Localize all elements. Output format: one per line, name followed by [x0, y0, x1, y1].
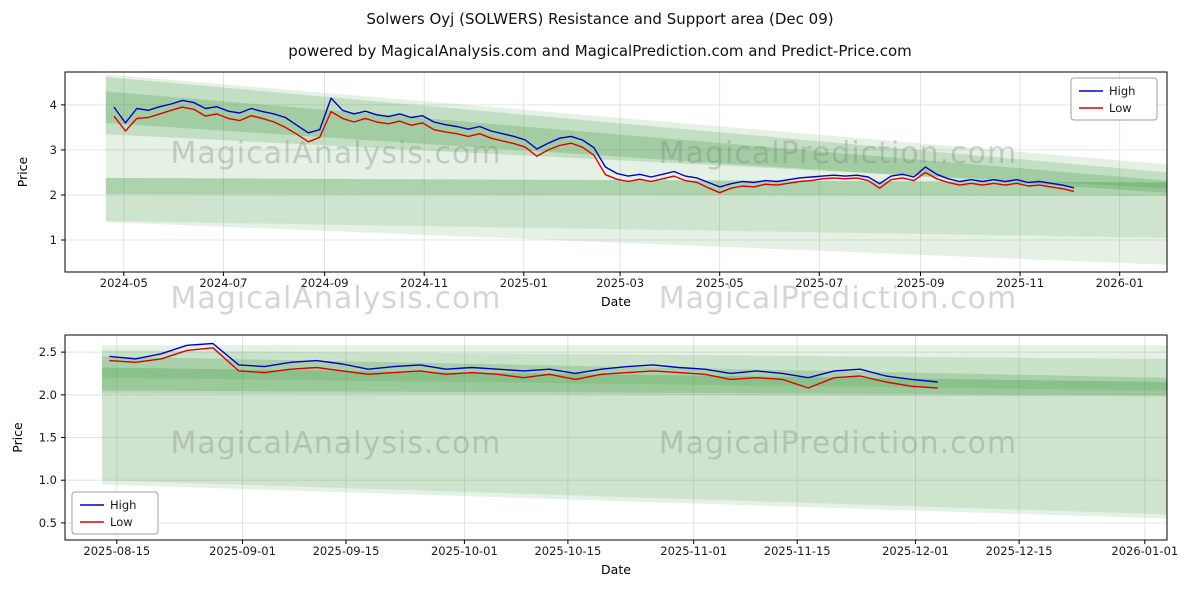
y-tick-label: 2.0	[39, 388, 57, 402]
y-axis-label: Price	[15, 156, 30, 187]
x-tick-label: 2025-11-15	[764, 544, 831, 558]
legend: High Low	[71, 491, 159, 535]
support-resistance-band	[105, 77, 1167, 189]
x-tick-label: 2025-11-01	[660, 544, 727, 558]
x-tick-label: 2025-05	[696, 276, 744, 290]
x-tick-label: 2026-01-01	[1111, 544, 1178, 558]
x-tick-label: 2025-10-01	[431, 544, 498, 558]
x-tick-label: 2025-01	[500, 276, 548, 290]
y-tick-label: 4	[50, 98, 57, 112]
support-resistance-band	[105, 91, 1167, 193]
legend-label: High	[1109, 84, 1135, 98]
x-tick-label: 2025-12-15	[986, 544, 1053, 558]
y-tick-label: 3	[50, 143, 57, 157]
x-tick-label: 2025-10-15	[534, 544, 601, 558]
support-resistance-band	[102, 345, 1167, 519]
x-tick-label: 2025-09	[896, 276, 944, 290]
x-axis-label: Date	[601, 562, 631, 577]
y-tick-label: 2.5	[39, 345, 57, 359]
x-tick-label: 2025-09-15	[313, 544, 380, 558]
y-tick-label: 1	[50, 233, 57, 247]
high-line	[113, 97, 1075, 189]
legend-label: Low	[110, 515, 133, 529]
x-tick-label: 2025-09-01	[209, 544, 276, 558]
legend-box	[71, 491, 159, 535]
price-chart-bottom: 2025-08-15 2025-09-01 2025-09-15 2025-10-01…	[10, 334, 1178, 577]
low-line	[109, 347, 938, 389]
legend-label: High	[110, 498, 136, 512]
legend: High Low	[1070, 77, 1158, 121]
support-resistance-band	[102, 393, 1167, 515]
support-resistance-band	[102, 350, 1167, 391]
x-tick-label: 2025-12-01	[882, 544, 949, 558]
x-tick-label: 2024-07	[199, 276, 247, 290]
x-tick-label: 2024-05	[100, 276, 148, 290]
price-chart-top: 2024-05 2024-07 2024-09 2024-11 2025-01 2025-…	[15, 71, 1168, 309]
high-line	[109, 342, 938, 383]
chart-subtitle: powered by MagicalAnalysis.com and Magic…	[288, 42, 912, 60]
support-resistance-band	[105, 74, 1167, 265]
x-tick-label: 2025-07	[795, 276, 843, 290]
legend-label: Low	[1109, 101, 1132, 115]
legend-box	[1070, 77, 1158, 121]
low-line	[113, 106, 1075, 194]
x-tick-label: 2026-01	[1096, 276, 1144, 290]
plot-frame	[64, 71, 1168, 273]
y-tick-label: 1.0	[39, 473, 57, 487]
support-resistance-band	[105, 194, 1167, 238]
chart-title: Solwers Oyj (SOLWERS) Resistance and Sup…	[366, 10, 834, 28]
x-tick-label: 2024-09	[301, 276, 349, 290]
x-tick-label: 2025-03	[596, 276, 644, 290]
y-tick-label: 1.5	[39, 431, 57, 445]
y-axis-label: Price	[10, 422, 25, 453]
support-resistance-band	[102, 356, 1167, 395]
y-tick-label: 0.5	[39, 516, 57, 530]
y-tick-label: 2	[50, 188, 57, 202]
support-resistance-band	[105, 177, 1167, 196]
x-tick-label: 2025-11	[996, 276, 1044, 290]
x-tick-label: 2024-11	[400, 276, 448, 290]
x-tick-label: 2025-08-15	[83, 544, 150, 558]
x-axis-label: Date	[601, 294, 631, 309]
